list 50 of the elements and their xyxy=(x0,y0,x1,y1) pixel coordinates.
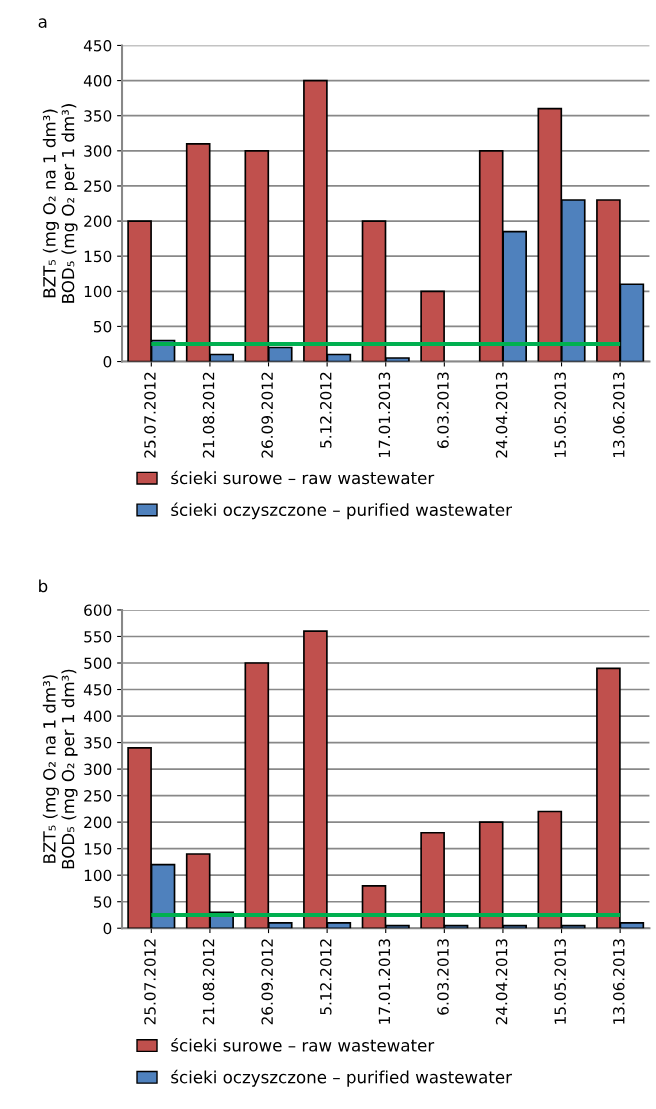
y-tick-label: 250 xyxy=(84,790,112,802)
y-tick-label: 500 xyxy=(84,657,112,670)
x-tick-label: 25.07.2012 xyxy=(144,939,156,1025)
y-tick-label: 150 xyxy=(84,250,112,263)
x-tick-label: 15.05.2013 xyxy=(554,939,566,1024)
x-tick-label: 6.03.2013 xyxy=(437,372,449,448)
chart-title: a xyxy=(38,18,47,28)
y-tick-label: 200 xyxy=(84,816,112,829)
x-tick-label: 13.06.2013 xyxy=(613,372,625,458)
x-tick-label: 26.09.2012 xyxy=(261,372,273,458)
y-tick-label: 400 xyxy=(83,710,112,723)
x-tick-label: 21.08.2012 xyxy=(202,372,215,458)
y-tick-label: 400 xyxy=(83,75,112,87)
x-tick-label: 5.12.2012 xyxy=(320,372,332,448)
y-tick-label: 50 xyxy=(94,320,112,333)
y-tick-label: 150 xyxy=(84,843,112,855)
y-tick-label: 100 xyxy=(84,285,112,298)
x-tick-label: 6.03.2013 xyxy=(437,939,449,1015)
y-tick-label: 100 xyxy=(84,869,112,882)
y-tick-label: 300 xyxy=(84,145,112,157)
y-tick-label: 350 xyxy=(84,737,112,749)
legend-label: ścieki oczyszczone – purified wastewater xyxy=(171,1069,512,1087)
x-tick-label: 21.08.2012 xyxy=(202,939,215,1025)
y-tick-label: 300 xyxy=(84,763,112,776)
y-axis-title: BZT₅ (mg O₂ na 1 dm³) BOD₅ (mg O₂ per 1 dm³) xyxy=(42,669,78,869)
legend-label: ścieki oczyszczone – purified wastewater xyxy=(171,502,512,520)
y-tick-label: 0 xyxy=(103,922,112,935)
y-tick-label: 350 xyxy=(84,110,112,122)
y-tick-label: 50 xyxy=(94,896,112,908)
x-tick-label: 24.04.2013 xyxy=(495,372,508,458)
x-tick-label: 25.07.2012 xyxy=(144,372,156,458)
bar xyxy=(420,290,445,362)
y-tick-label: 550 xyxy=(84,630,112,643)
y-tick-label: 450 xyxy=(83,39,112,52)
legend-label: ścieki surowe – raw wastewater xyxy=(171,470,435,485)
x-tick-label: 17.01.2013 xyxy=(378,372,391,458)
legend-label: ścieki surowe – raw wastewater xyxy=(171,1038,435,1052)
y-tick-label: 200 xyxy=(84,215,112,228)
y-axis-title: BZT₅ (mg O₂ na 1 dm³) BOD₅ (mg O₂ per 1 dm³) xyxy=(42,104,78,303)
x-tick-label: 13.06.2013 xyxy=(613,939,625,1024)
y-tick-label: 250 xyxy=(84,180,112,192)
chart-title: b xyxy=(39,579,48,593)
x-tick-label: 17.01.2013 xyxy=(378,939,391,1024)
y-tick-label: 450 xyxy=(83,683,112,696)
y-tick-label: 600 xyxy=(84,604,112,616)
x-tick-label: 15.05.2013 xyxy=(554,372,566,458)
x-tick-label: 5.12.2012 xyxy=(320,939,332,1015)
y-tick-label: 0 xyxy=(103,356,112,368)
x-tick-label: 24.04.2013 xyxy=(495,939,508,1025)
x-tick-label: 26.09.2012 xyxy=(261,939,273,1025)
